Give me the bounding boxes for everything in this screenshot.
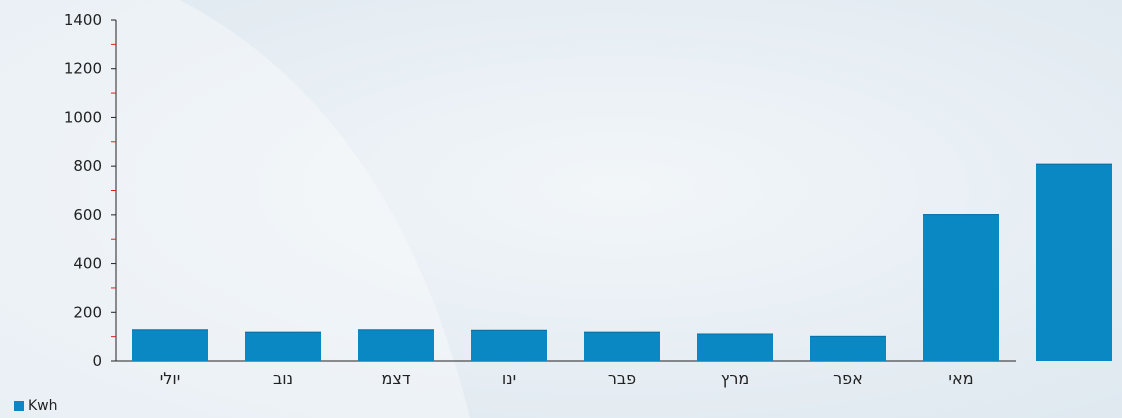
bar	[471, 329, 547, 361]
bar	[923, 214, 999, 361]
x-tick-label: אפר	[833, 369, 863, 388]
x-tick-label: יולי	[160, 369, 181, 388]
y-tick-label: 400	[73, 255, 102, 273]
y-tick-label: 600	[73, 206, 102, 224]
y-tick-label: 1200	[64, 60, 102, 78]
y-tick-label: 800	[73, 157, 102, 175]
chart-legend: Kwh	[14, 398, 58, 414]
background-swoosh	[0, 0, 470, 418]
y-tick-label: 0	[92, 352, 102, 370]
legend-swatch	[14, 401, 24, 411]
chart-bars	[132, 163, 1112, 361]
x-tick-label: נוב	[273, 369, 293, 388]
y-tick-label: 1400	[64, 11, 102, 29]
bar	[584, 331, 660, 361]
x-tick-label: מאי	[948, 369, 973, 388]
y-tick-label: 200	[73, 303, 102, 321]
x-tick-label: פבר	[608, 369, 636, 388]
bar	[1036, 163, 1112, 361]
bar	[132, 329, 208, 361]
x-tick-label: מרץ	[721, 369, 750, 388]
bar	[810, 335, 886, 361]
legend-label: Kwh	[28, 398, 58, 414]
bar	[358, 329, 434, 361]
chart-labels: 0 200 400 600 800 1000 1200 1400 יולי נוב דצמ ינו פב…	[64, 11, 974, 388]
x-tick-label: דצמ	[381, 369, 410, 388]
bar	[245, 331, 321, 361]
bar	[697, 333, 773, 361]
y-tick-label: 1000	[64, 108, 102, 126]
x-tick-label: ינו	[502, 369, 516, 388]
